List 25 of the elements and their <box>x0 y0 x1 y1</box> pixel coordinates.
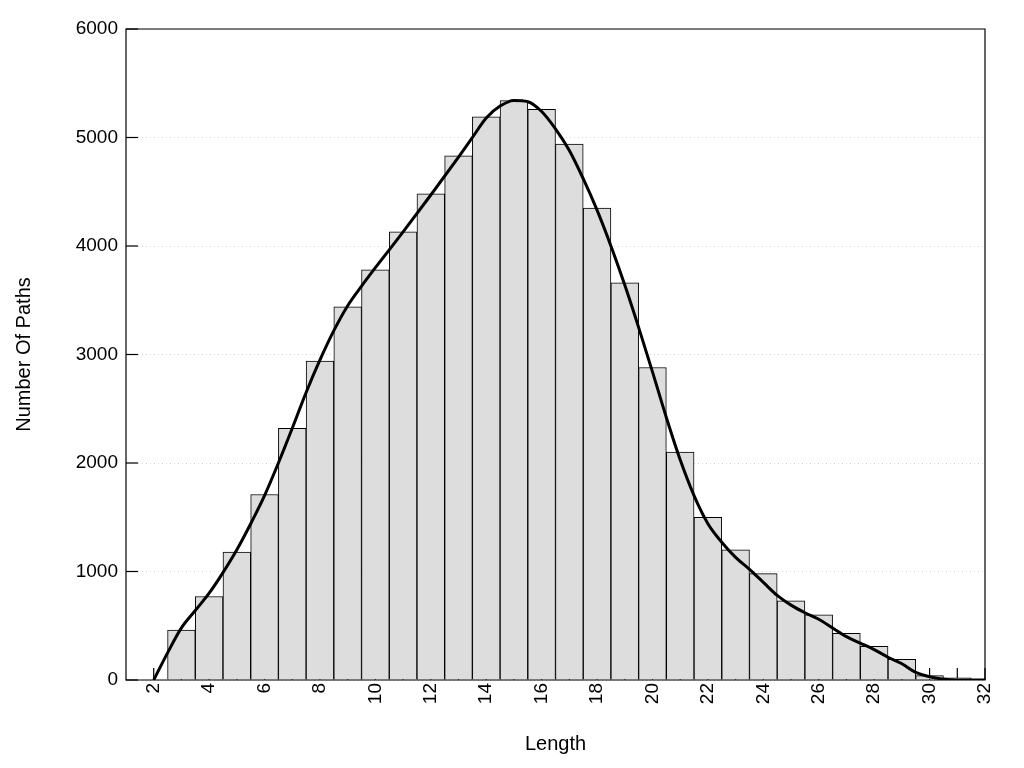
x-tick-label: 8 <box>308 683 330 694</box>
y-tick-label: 0 <box>107 668 118 690</box>
x-tick-label: 22 <box>696 683 718 705</box>
x-tick-label: 26 <box>806 683 828 705</box>
y-tick-label: 2000 <box>75 451 118 473</box>
x-axis-title: Length <box>524 731 587 754</box>
y-axis-title: Number Of Paths <box>11 277 34 432</box>
y-tick-label: 5000 <box>75 125 118 147</box>
x-tick-label: 20 <box>640 683 662 705</box>
y-tick-label: 4000 <box>75 234 118 256</box>
x-tick-label: 28 <box>862 683 884 705</box>
x-tick-label: 24 <box>751 682 773 705</box>
x-tick-label: 2 <box>141 683 163 694</box>
x-tick-label: 16 <box>529 683 551 705</box>
y-tick-label: 1000 <box>75 559 118 581</box>
x-tick-label: 6 <box>252 683 274 694</box>
x-tick-label: 32 <box>973 683 995 705</box>
x-tick-label: 30 <box>917 683 939 705</box>
x-tick-label: 12 <box>419 683 441 705</box>
x-tick-label: 4 <box>197 682 219 694</box>
y-tick-label: 3000 <box>75 342 118 364</box>
x-tick-label: 18 <box>585 683 607 705</box>
y-tick-label: 6000 <box>75 17 118 39</box>
x-tick-label: 14 <box>474 682 496 705</box>
x-tick-label: 10 <box>363 683 385 705</box>
